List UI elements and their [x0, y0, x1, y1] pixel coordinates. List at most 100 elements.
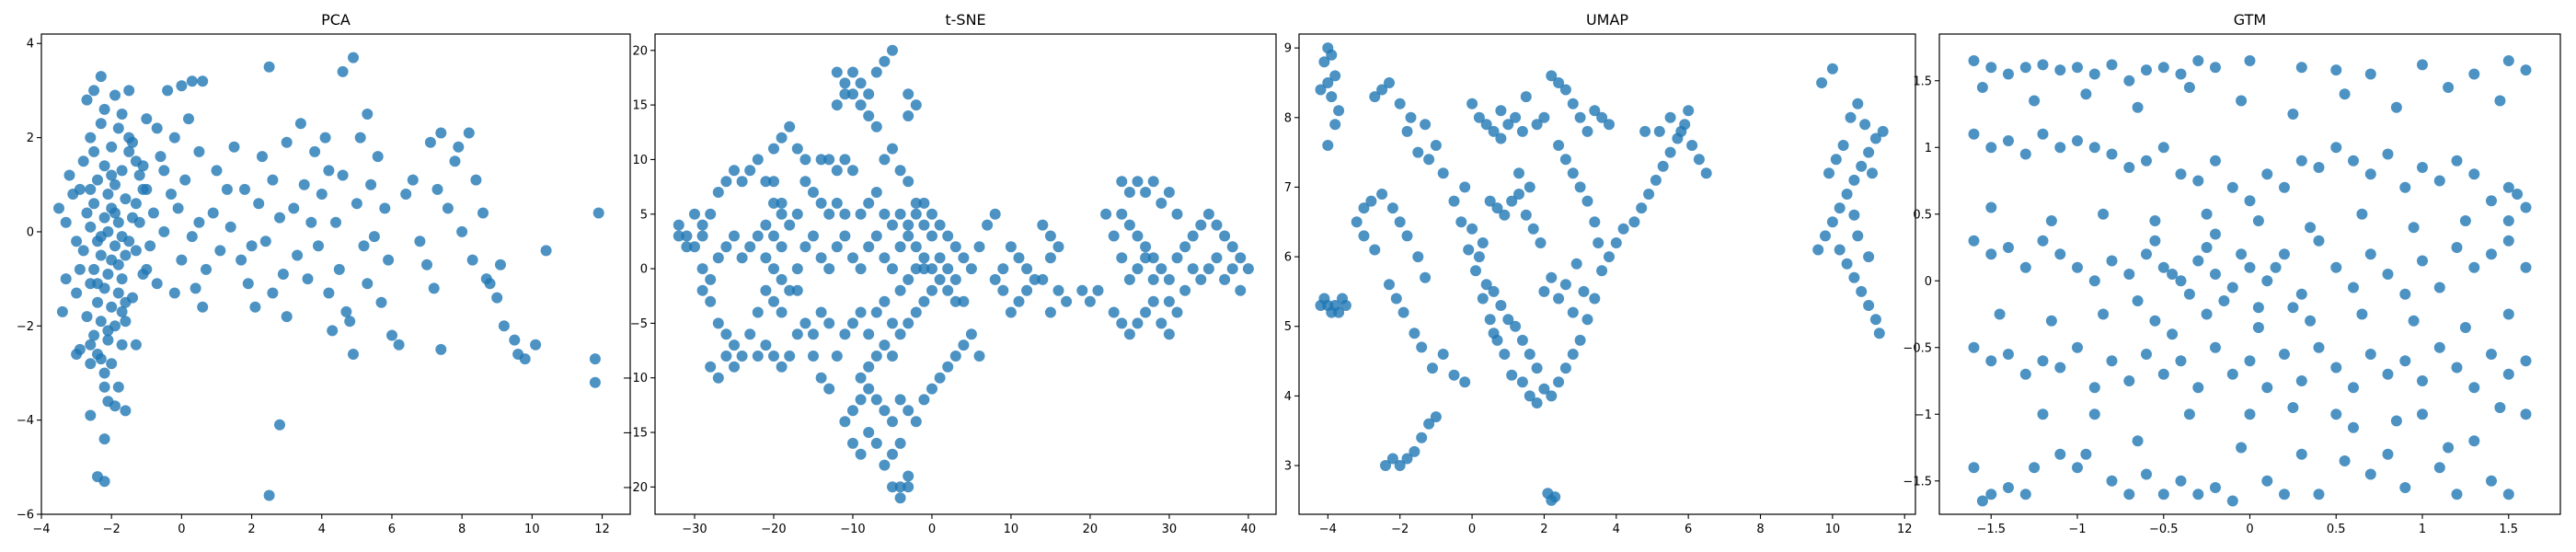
scatter-point [2348, 421, 2359, 433]
scatter-point [903, 317, 914, 329]
scatter-point [1076, 284, 1088, 296]
scatter-point [179, 174, 191, 186]
scatter-point [776, 197, 788, 209]
scatter-point [1061, 295, 1073, 307]
scatter-point [2339, 88, 2351, 100]
scatter-point [249, 301, 261, 313]
scatter-point [116, 273, 128, 285]
scatter-point [1546, 70, 1558, 82]
scatter-point [2106, 255, 2118, 267]
scatter-point [1037, 273, 1049, 285]
scatter-point [98, 367, 110, 379]
scatter-point [760, 284, 772, 296]
scatter-point [1664, 111, 1676, 123]
scatter-point [267, 287, 279, 299]
subplot-title: t-SNE [945, 11, 985, 29]
scatter-point [2364, 68, 2376, 80]
scatter-point [2399, 355, 2411, 367]
scatter-point [2486, 195, 2497, 207]
scatter-point [53, 202, 64, 214]
scatter-point [186, 231, 198, 243]
scatter-point [2348, 382, 2359, 394]
scatter-point [95, 71, 107, 83]
scatter-point [2210, 155, 2221, 167]
scatter-point [109, 240, 121, 252]
scatter-point [2072, 135, 2083, 146]
x-tick-label: 40 [1241, 523, 1257, 536]
scatter-point [1195, 273, 1207, 285]
scatter-point [1358, 230, 1370, 242]
scatter-point [1985, 355, 1997, 367]
x-tick-label: 1.5 [2499, 523, 2518, 536]
scatter-point [1968, 55, 1980, 66]
scatter-point [1848, 209, 1860, 221]
scatter-point [1401, 125, 1413, 137]
scatter-point [2261, 475, 2273, 487]
scatter-point [428, 282, 440, 294]
scatter-point [2330, 362, 2342, 374]
scatter-point [2019, 489, 2031, 500]
scatter-point [1968, 341, 1980, 353]
scatter-point [281, 311, 293, 323]
scatter-point [337, 65, 349, 77]
subplot-umap: UMAP −4 −2 0 2 4 6 8 10 12 3 4 5 6 7 8 9 [1284, 11, 1916, 536]
scatter-point [2175, 68, 2187, 80]
scatter-point [696, 219, 708, 231]
scatter-point [2088, 68, 2100, 80]
scatter-point [1116, 317, 1128, 329]
scatter-point [498, 320, 510, 332]
scatter-point [294, 118, 306, 130]
scatter-point [1132, 263, 1144, 275]
scatter-point [421, 259, 432, 270]
scatter-point [791, 208, 803, 220]
scatter-point [1495, 105, 1507, 117]
scatter-point [151, 122, 163, 134]
scatter-point [1430, 140, 1442, 151]
scatter-point [887, 481, 898, 493]
scatter-point [1412, 251, 1424, 263]
scatter-point [1816, 77, 1828, 88]
scatter-point [1643, 189, 1655, 200]
scatter-point [1639, 125, 1651, 137]
subplot-gtm: GTM −1.5 −1 −0.5 0 0.5 1 1.5 −1.5 −1 −0.5 0 0.5 1 1.5 [1903, 11, 2561, 536]
scatter-point [2468, 435, 2480, 447]
scatter-point [2417, 59, 2428, 71]
scatter-point [130, 155, 142, 167]
scatter-point [246, 240, 258, 252]
scatter-point [2252, 302, 2264, 314]
scatter-point [2054, 248, 2066, 260]
scatter-point [2183, 82, 2195, 93]
scatter-point [784, 219, 796, 231]
scatter-point [799, 317, 811, 329]
scatter-point [298, 178, 310, 190]
scatter-point [1163, 187, 1175, 198]
scatter-point [903, 470, 914, 482]
scatter-point [1524, 181, 1535, 193]
scatter-point [1100, 208, 1112, 220]
scatter-point [776, 306, 788, 318]
scatter-point [95, 231, 107, 243]
y-tick-label: 4 [27, 38, 34, 52]
scatter-point [2157, 62, 2169, 74]
scatter-point [327, 325, 339, 337]
scatter-point [2236, 95, 2248, 107]
scatter-point [319, 132, 331, 144]
scatter-point [2106, 355, 2118, 367]
scatter-point [155, 151, 167, 163]
scatter-point [431, 183, 443, 195]
scatter-point [77, 245, 89, 257]
scatter-point [2003, 482, 2014, 493]
scatter-point [855, 263, 867, 275]
scatter-point [2019, 62, 2031, 74]
scatter-point [2417, 255, 2428, 267]
scatter-point [151, 278, 163, 290]
scatter-point [1538, 285, 1550, 297]
scatter-point [368, 231, 380, 243]
scatter-point [1386, 202, 1398, 214]
scatter-point [870, 121, 882, 132]
subplot-title: PCA [321, 11, 351, 29]
scatter-point [207, 207, 219, 219]
y-tick-label: −1 [1915, 408, 1932, 422]
scatter-point [870, 351, 882, 362]
